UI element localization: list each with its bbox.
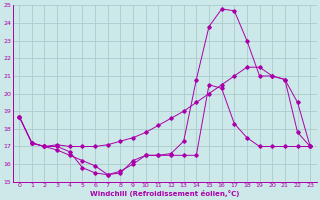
X-axis label: Windchill (Refroidissement éolien,°C): Windchill (Refroidissement éolien,°C) (90, 190, 239, 197)
